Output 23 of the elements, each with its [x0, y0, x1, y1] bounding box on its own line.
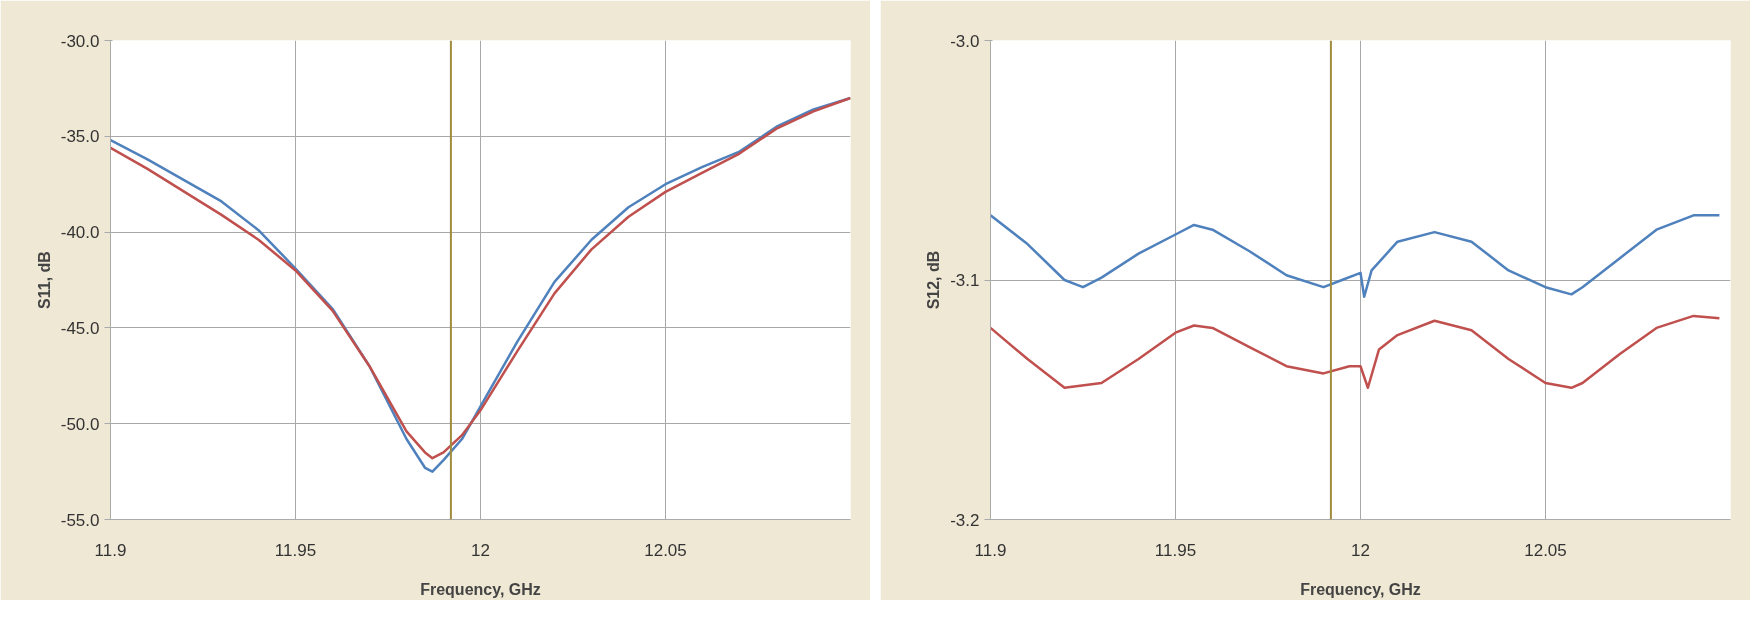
y-tick-label: -30.0: [60, 31, 100, 51]
line-series: [990, 314, 1721, 390]
x-tick-label: 11.95: [274, 540, 317, 560]
y-tick-label: -3.2: [950, 510, 980, 530]
x-tick-label: 11.9: [94, 540, 127, 560]
x-tick-label: 11.95: [1154, 540, 1197, 560]
y-axis-title: S12, dB: [925, 250, 943, 310]
x-tick-label: 12: [1351, 540, 1370, 560]
line-series: [990, 214, 1721, 299]
x-axis-title: Frequency, GHz: [420, 580, 541, 598]
x-axis-title: Frequency, GHz: [1300, 580, 1421, 598]
x-tick-label: 11.9: [974, 540, 1007, 560]
y-tick-label: -50.0: [60, 414, 100, 434]
y-axis-title: S11, dB: [35, 251, 53, 309]
y-tick-label: -55.0: [60, 510, 100, 530]
y-tick-label: -40.0: [60, 223, 100, 243]
y-tick-label: -35.0: [60, 127, 100, 147]
x-tick-label: 12: [471, 540, 490, 560]
x-tick-label: 12.05: [1524, 540, 1567, 560]
x-tick-label: 12.05: [644, 540, 687, 560]
y-tick-label: -3.0: [950, 31, 980, 51]
y-tick-label: -3.1: [950, 271, 980, 290]
y-tick-label: -45.0: [60, 318, 100, 338]
